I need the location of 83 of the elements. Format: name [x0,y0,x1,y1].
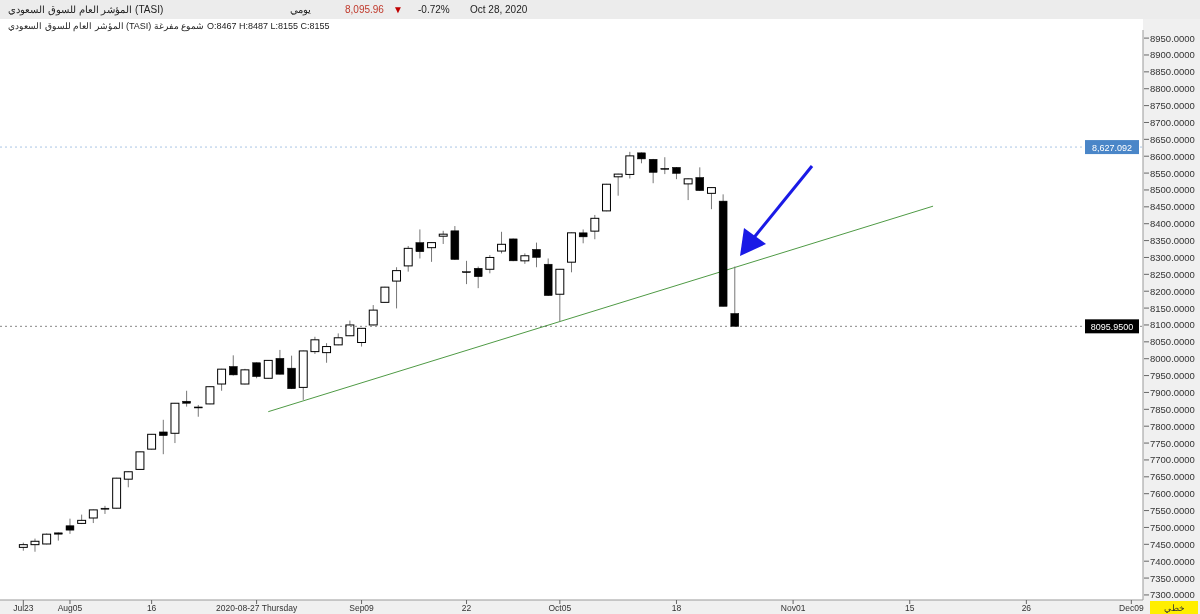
y-tick-label: 8600.0000 [1150,150,1195,162]
candlestick [473,266,483,289]
candlestick [683,177,693,201]
candlestick [135,451,145,471]
x-tick-label: Oct05 [548,603,572,613]
y-tick-label: 8350.0000 [1150,235,1195,247]
text: 8,095.96 [345,4,385,15]
candlestick [30,538,40,553]
y-tick-label: 8550.0000 [1150,167,1195,179]
y-tick-label: 8050.0000 [1150,336,1195,348]
y-tick-label: 7300.0000 [1150,589,1195,601]
y-tick-label: 8100.0000 [1150,319,1195,331]
x-tick-label: 2020-08-27 Thursday [216,603,298,613]
y-tick-label: 7800.0000 [1150,420,1195,432]
candlestick [263,359,273,380]
x-tick-label: Aug05 [57,603,83,613]
x-tick-label: 22 [461,603,472,613]
candlestick [613,173,623,197]
candlestick [695,166,705,192]
x-tick-label: Nov01 [780,603,806,613]
candlestick [392,266,402,309]
y-tick-label: 7650.0000 [1150,471,1195,483]
candlestick [590,214,600,240]
candlestick [287,355,296,390]
candlestick [532,242,541,268]
candlestick [485,254,495,274]
candlestick [648,158,658,184]
candlestick [415,228,425,259]
x-tick-label: 15 [905,603,915,613]
y-tick-label: 8500.0000 [1150,184,1195,196]
candlestick [730,266,739,327]
y-tick-label: 7500.0000 [1150,521,1195,533]
y-tick-label: 8300.0000 [1150,251,1195,263]
y-tick-label: 8650.0000 [1150,133,1195,145]
candlestick [427,241,437,263]
chart-title: المؤشر العام للسوق السعودي (TASI) [8,4,164,16]
y-tick-label: 8000.0000 [1150,353,1195,365]
x-tick-label: 18 [671,603,682,613]
text: ▼ [393,4,403,15]
candlestick [159,419,168,455]
y-tick-label: 8950.0000 [1150,32,1195,44]
y-tick-label: 8250.0000 [1150,268,1195,280]
y-tick-label: 8850.0000 [1150,66,1195,78]
y-tick-label: 8450.0000 [1150,201,1195,213]
candlestick [462,260,471,285]
candlestick [322,342,332,364]
y-tick-label: 7550.0000 [1150,505,1195,517]
candlestick [625,151,635,179]
candlestick [65,518,75,535]
y-tick-label: 7400.0000 [1150,555,1195,567]
candlestick [706,186,716,210]
y-tick-label: 8400.0000 [1150,218,1195,230]
text: -0.72% [418,4,450,15]
y-tick-label: 7750.0000 [1150,437,1195,449]
x-tick-label: 26 [1021,603,1032,613]
candlestick [368,304,378,326]
y-tick-label: 7850.0000 [1150,403,1195,415]
y-tick-label: 7450.0000 [1150,538,1195,550]
ref-line-label: 8095.9500 [1090,321,1134,332]
x-tick-label: Sep09 [349,603,375,613]
x-tick-label: 16 [146,603,157,613]
y-tick-label: 7350.0000 [1150,572,1195,584]
text: Oct 28, 2020 [470,4,528,15]
y-tick-label: 8200.0000 [1150,285,1195,297]
candlestick [403,245,413,273]
y-tick-label: 8900.0000 [1150,49,1195,61]
text: يومي [290,4,311,16]
y-tick-label: 8800.0000 [1150,83,1195,95]
candlestick [275,349,285,376]
y-tick-label: 7950.0000 [1150,370,1195,382]
chart-subtitle: المؤشر العام للسوق السعودي (TASI) شموع مفرغة O:8467 H:8487 L:8155 C:8155 [8,21,330,32]
candlestick [229,354,238,377]
y-tick-label: 7600.0000 [1150,488,1195,500]
y-tick-label: 8700.0000 [1150,116,1195,128]
candlestick [497,231,506,254]
y-tick-label: 7900.0000 [1150,386,1195,398]
x-tick-label: Jul23 [13,603,34,613]
y-tick-label: 7700.0000 [1150,454,1195,466]
y-tick-label: 8750.0000 [1150,100,1195,112]
candlestick [100,505,110,515]
x-tick-label: Dec09 [1119,603,1144,613]
y-tick-label: 8150.0000 [1150,302,1195,314]
ref-line-label: 8,627.092 [1091,142,1133,153]
